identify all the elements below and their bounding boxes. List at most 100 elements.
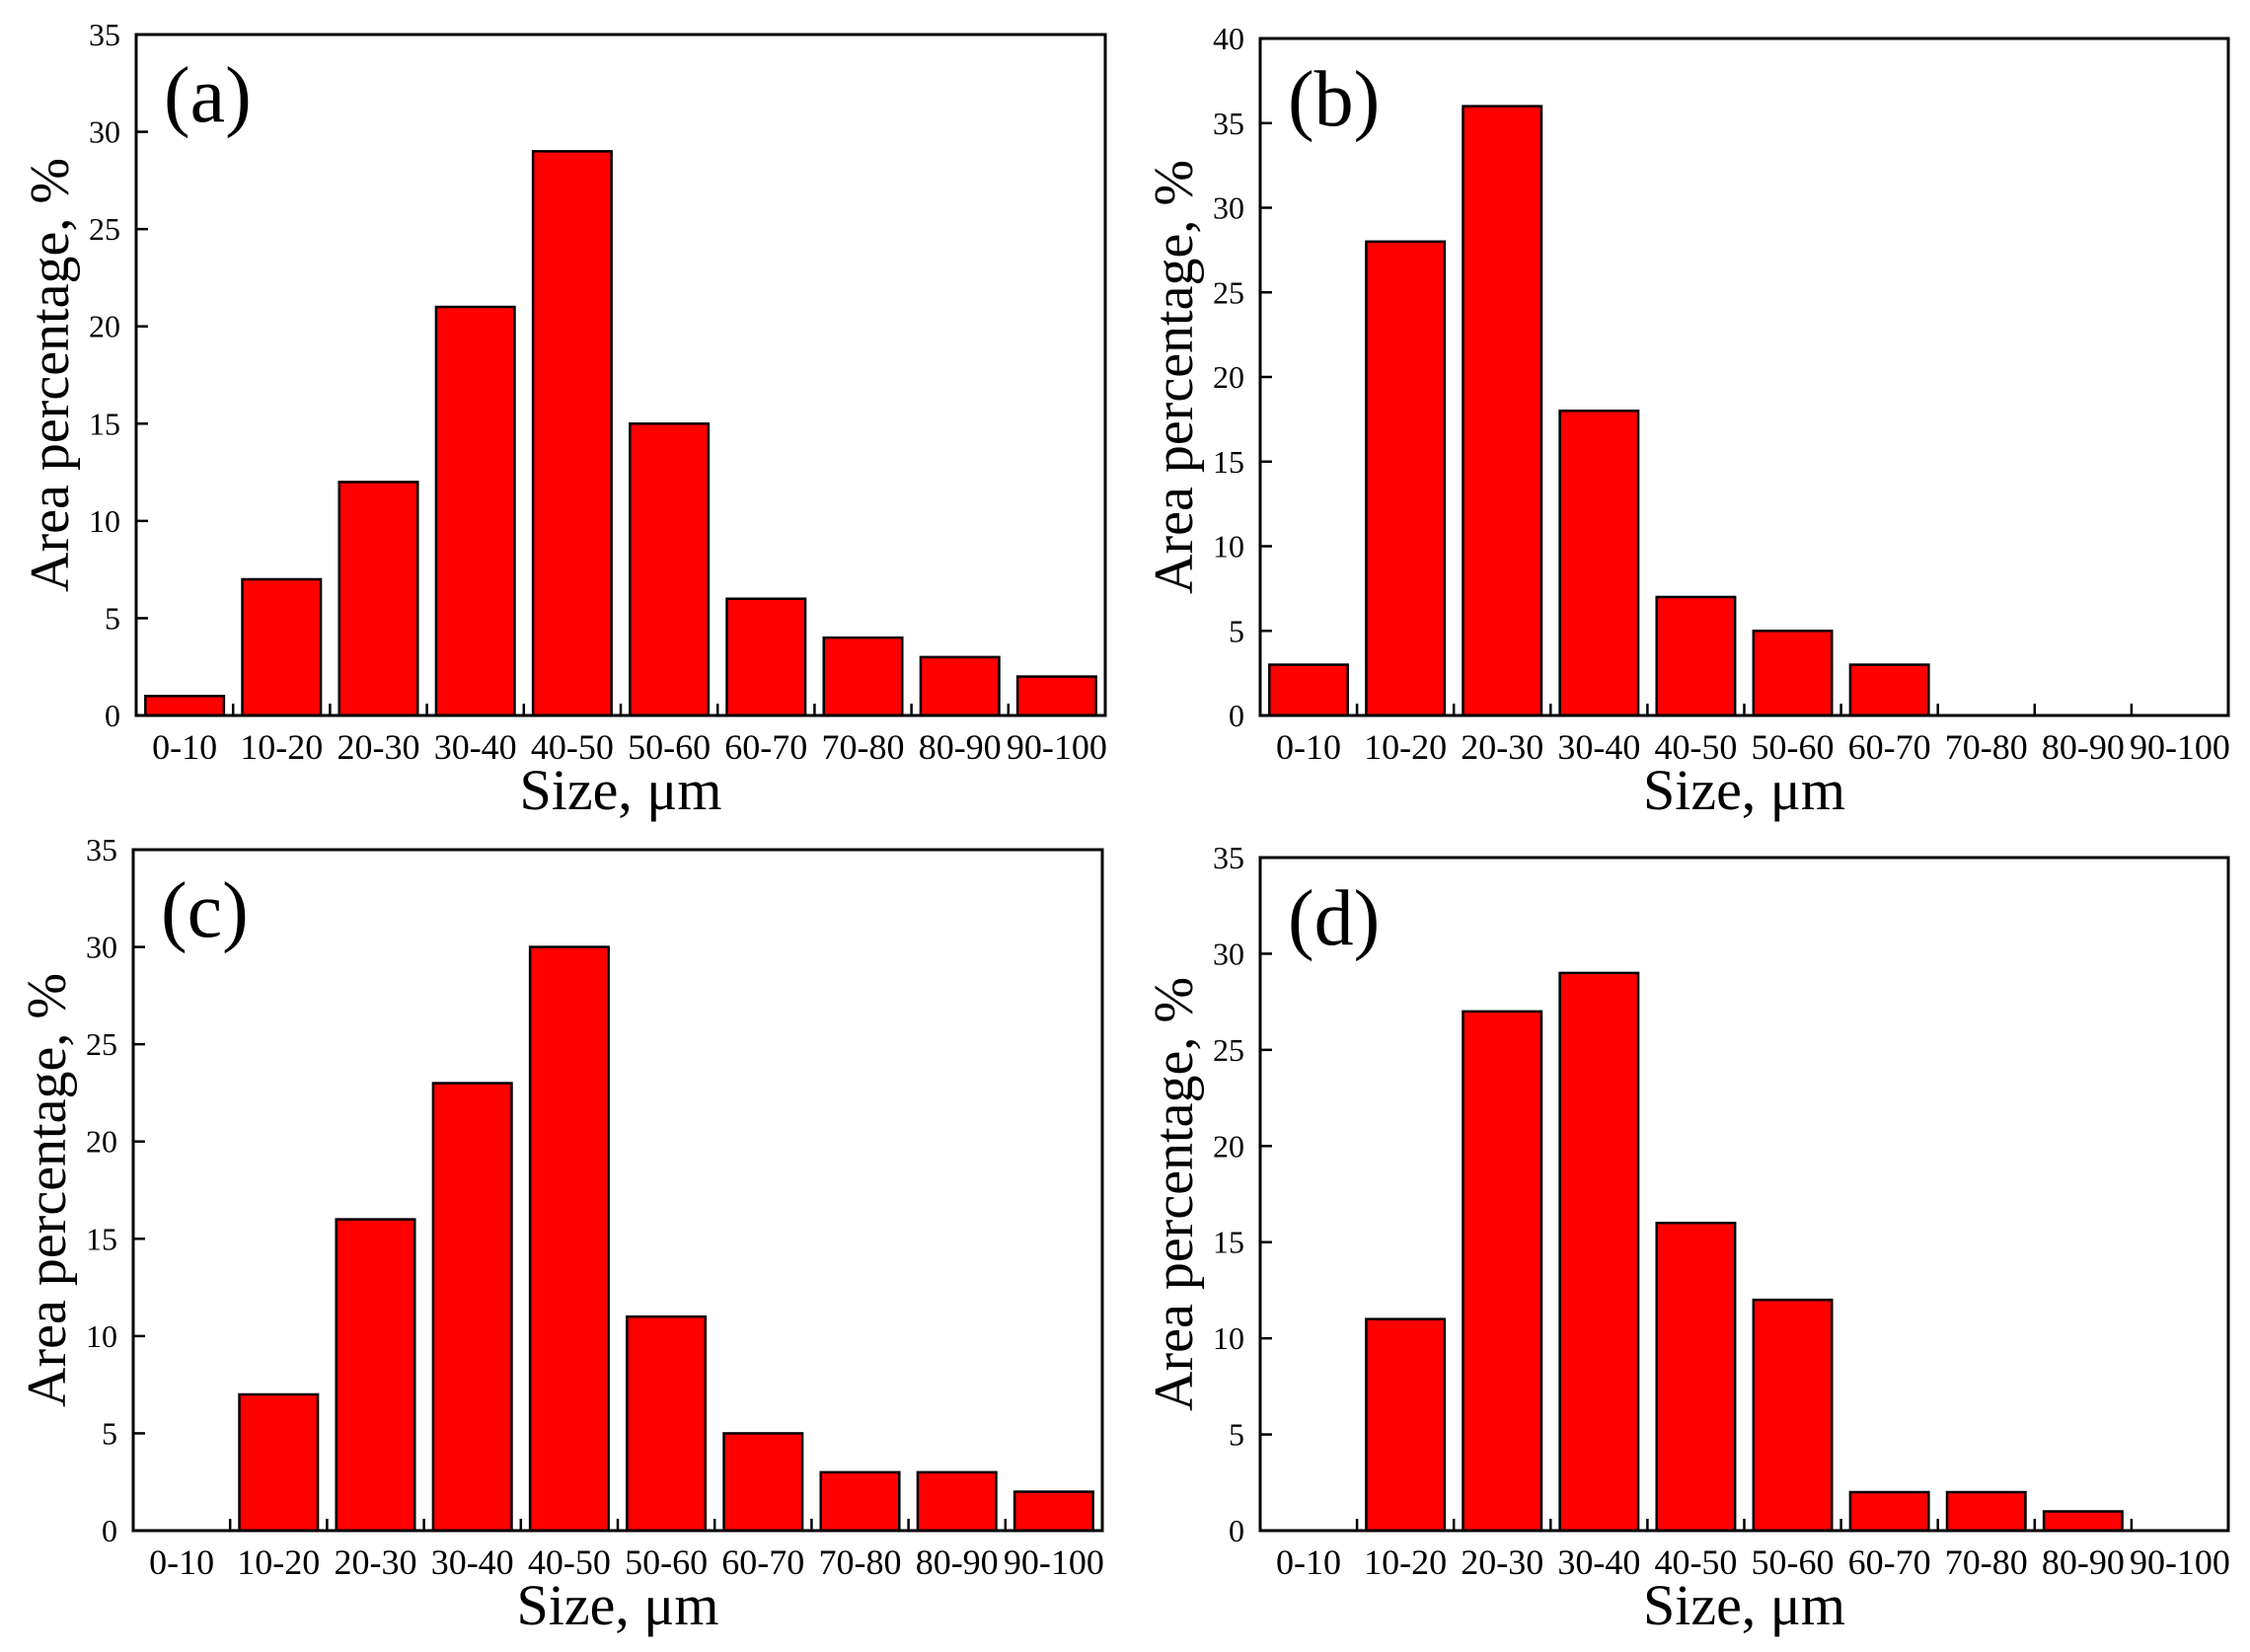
x-tick-label: 60-70 — [721, 1542, 804, 1582]
x-tick-label: 0-10 — [1276, 727, 1341, 767]
bar-b-40-50 — [1655, 595, 1737, 717]
x-tick-label: 70-80 — [822, 727, 905, 767]
x-tick-label: 60-70 — [724, 727, 807, 767]
bar-b-0-10 — [1268, 663, 1350, 717]
y-tick-label: 30 — [89, 114, 120, 150]
x-axis-title: Size, μm — [1643, 1573, 1845, 1637]
x-tick-label: 0-10 — [149, 1542, 214, 1582]
panel-c: 0 5 10 15 20 25 30 35 0-10 10-20 20-30 30-40 40-50 50… — [17, 832, 1104, 1637]
bar-d-40-50 — [1655, 1221, 1737, 1533]
bar-c-90-100 — [1012, 1490, 1094, 1533]
x-tick-label: 40-50 — [528, 1542, 611, 1582]
y-tick-label: 5 — [105, 600, 120, 636]
x-tick-label: 30-40 — [431, 1542, 514, 1582]
bar-a-0-10 — [144, 695, 226, 717]
y-axis-title: Area percentage, % — [1144, 977, 1205, 1411]
y-axis-title: Area percentage, % — [17, 973, 78, 1407]
y-tick-label: 0 — [1229, 1513, 1244, 1548]
panel-a: 0 5 10 15 20 25 30 35 0-10 10-20 20-30 30-40 40-50 50… — [20, 17, 1107, 822]
x-axis-title: Size, μm — [516, 1573, 718, 1637]
y-tick-label: 10 — [1213, 529, 1244, 564]
y-tick-label: 20 — [89, 309, 120, 344]
x-tick-label: 80-90 — [2042, 1542, 2125, 1582]
bar-c-60-70 — [722, 1432, 804, 1533]
bars-c — [238, 945, 1094, 1533]
bar-a-30-40 — [434, 305, 516, 717]
y-tick-label: 10 — [89, 503, 120, 539]
bar-a-90-100 — [1015, 675, 1097, 717]
bar-b-60-70 — [1848, 663, 1930, 717]
y-axis-title: Area percentage, % — [20, 158, 81, 592]
bar-b-20-30 — [1462, 105, 1543, 717]
y-tick-label: 30 — [1213, 190, 1244, 226]
bar-c-80-90 — [916, 1470, 998, 1533]
bar-a-10-20 — [241, 577, 323, 717]
bar-b-10-20 — [1365, 240, 1447, 717]
y-tick-label: 30 — [1213, 936, 1244, 971]
bar-c-20-30 — [335, 1218, 416, 1533]
bar-a-80-90 — [919, 655, 1001, 717]
y-tick-label: 20 — [1213, 359, 1244, 395]
bar-c-10-20 — [238, 1392, 320, 1533]
x-tick-label: 70-80 — [819, 1542, 902, 1582]
bar-c-40-50 — [528, 945, 610, 1533]
y-tick-label: 15 — [1213, 444, 1244, 480]
x-tick-label: 0-10 — [1276, 1542, 1341, 1582]
bar-d-70-80 — [1945, 1490, 2027, 1533]
panel-label: (d) — [1288, 875, 1380, 962]
x-tick-label: 20-30 — [335, 1542, 417, 1582]
y-tick-label: 25 — [1213, 1032, 1244, 1068]
bar-c-30-40 — [431, 1082, 513, 1533]
x-tick-label: 80-90 — [2042, 727, 2125, 767]
y-tick-label: 5 — [1229, 613, 1244, 648]
y-tick-label: 30 — [86, 930, 117, 965]
y-tick-label: 0 — [105, 698, 120, 733]
x-tick-label: 70-80 — [1945, 1542, 2028, 1582]
x-tick-label: 60-70 — [1848, 727, 1931, 767]
x-tick-label: 40-50 — [1654, 1542, 1737, 1582]
x-tick-label: 80-90 — [916, 1542, 999, 1582]
y-axis-title: Area percentage, % — [1144, 160, 1205, 594]
x-tick-label: 90-100 — [2130, 727, 2230, 767]
bar-d-20-30 — [1462, 1010, 1543, 1533]
x-tick-label: 40-50 — [1654, 727, 1737, 767]
bars-d — [1365, 971, 2124, 1533]
bar-d-30-40 — [1558, 971, 1640, 1533]
bars-b — [1268, 105, 1930, 717]
x-tick-label: 10-20 — [1364, 1542, 1447, 1582]
y-tick-label: 10 — [86, 1318, 117, 1354]
panel-b: 0 5 10 15 20 25 30 35 40 0-10 10-20 20-30 30-40 40-50… — [1144, 21, 2230, 822]
x-tick-label: 90-100 — [1004, 1542, 1104, 1582]
x-tick-label: 70-80 — [1945, 727, 2028, 767]
bar-c-70-80 — [819, 1470, 901, 1533]
bar-c-50-60 — [626, 1314, 708, 1533]
y-tick-label: 20 — [86, 1124, 117, 1160]
x-axis-title: Size, μm — [1643, 758, 1845, 822]
panel-label: (a) — [164, 52, 252, 139]
bar-b-50-60 — [1752, 630, 1834, 717]
y-tick-label: 35 — [1213, 840, 1244, 875]
panel-label: (b) — [1288, 56, 1380, 143]
y-tick-label: 0 — [102, 1513, 117, 1548]
bar-a-50-60 — [629, 422, 711, 717]
x-tick-label: 90-100 — [2130, 1542, 2230, 1582]
bar-a-20-30 — [338, 481, 419, 717]
bars-a — [144, 150, 1097, 717]
x-tick-label: 10-20 — [237, 1542, 320, 1582]
x-tick-label: 50-60 — [625, 1542, 708, 1582]
y-tick-label: 15 — [89, 406, 120, 441]
x-tick-label: 30-40 — [1557, 1542, 1640, 1582]
bar-d-60-70 — [1848, 1490, 1930, 1533]
y-tick-label: 15 — [86, 1221, 117, 1256]
bar-a-60-70 — [725, 597, 807, 717]
bar-b-30-40 — [1558, 410, 1640, 717]
bar-a-40-50 — [531, 150, 613, 717]
y-tick-label: 0 — [1229, 698, 1244, 733]
x-tick-label: 10-20 — [1364, 727, 1447, 767]
y-tick-label: 35 — [89, 17, 120, 52]
y-tick-label: 25 — [86, 1026, 117, 1062]
y-tick-label: 5 — [102, 1415, 117, 1451]
x-tick-label: 20-30 — [1461, 727, 1543, 767]
x-tick-label: 20-30 — [1461, 1542, 1543, 1582]
